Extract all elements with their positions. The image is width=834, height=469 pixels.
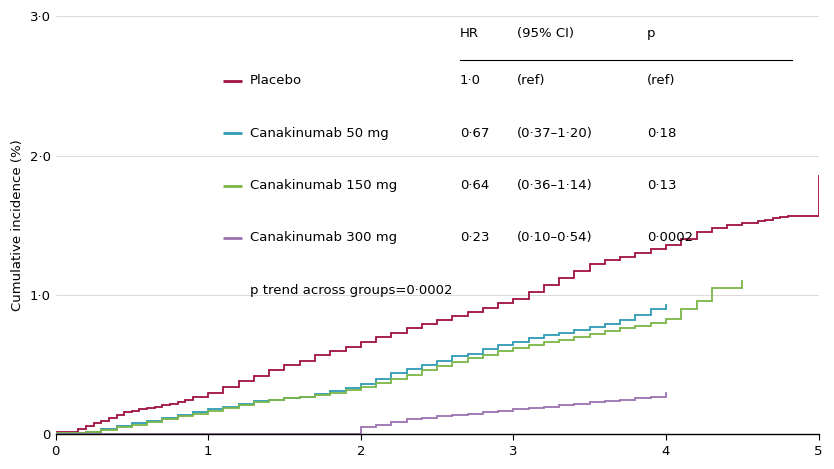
Text: (0·36–1·14): (0·36–1·14) [517,179,593,192]
Text: (0·37–1·20): (0·37–1·20) [517,127,593,140]
Text: p: p [647,27,656,39]
Text: (0·10–0·54): (0·10–0·54) [517,231,593,244]
Text: Canakinumab 50 mg: Canakinumab 50 mg [250,127,389,140]
Text: (ref): (ref) [647,75,676,87]
Text: 0·67: 0·67 [460,127,490,140]
Text: 0·13: 0·13 [647,179,676,192]
Text: 1·0: 1·0 [460,75,481,87]
Text: 0·23: 0·23 [460,231,490,244]
Text: (95% CI): (95% CI) [517,27,575,39]
Text: Placebo: Placebo [250,75,302,87]
Text: p trend across groups=0·0002: p trend across groups=0·0002 [250,284,453,296]
Text: 0·64: 0·64 [460,179,490,192]
Text: Canakinumab 300 mg: Canakinumab 300 mg [250,231,397,244]
Y-axis label: Cumulative incidence (%): Cumulative incidence (%) [11,139,24,311]
Text: (ref): (ref) [517,75,545,87]
Text: 0·0002: 0·0002 [647,231,693,244]
Text: Canakinumab 150 mg: Canakinumab 150 mg [250,179,397,192]
Text: HR: HR [460,27,479,39]
Text: 0·18: 0·18 [647,127,676,140]
